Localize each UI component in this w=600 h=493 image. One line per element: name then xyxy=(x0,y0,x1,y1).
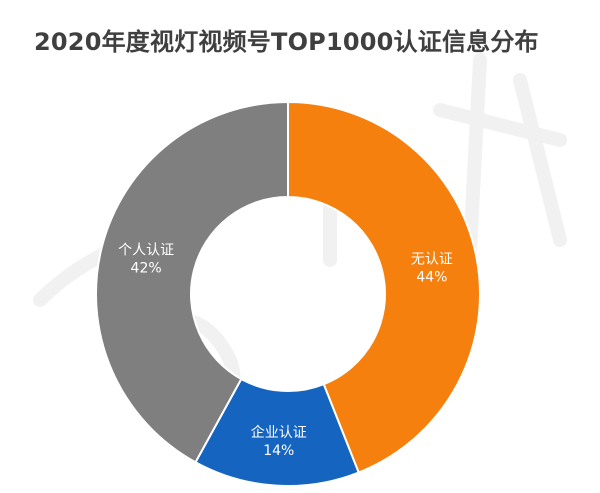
slice-value-label: 44% xyxy=(416,270,447,286)
slice-value-label: 42% xyxy=(131,261,162,277)
slice-category-label: 企业认证 xyxy=(251,424,307,441)
chart-title: 2020年度视灯视频号TOP1000认证信息分布 xyxy=(34,28,539,56)
slice-no-certification xyxy=(287,100,481,474)
slice-personal-certification xyxy=(95,100,289,464)
slice-category-label: 无认证 xyxy=(411,252,453,268)
slice-category-label: 个人认证 xyxy=(118,243,174,259)
slice-value-label: 14% xyxy=(263,443,294,459)
